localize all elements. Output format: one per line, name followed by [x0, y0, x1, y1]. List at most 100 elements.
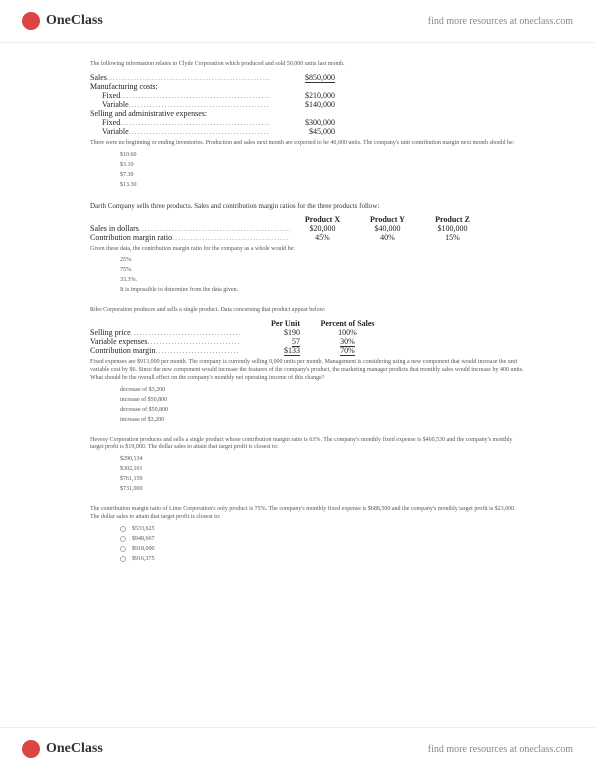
option-label: $3.10 — [120, 162, 134, 168]
q2-h2: Product Y — [355, 215, 420, 224]
q2-note: Given these data, the contribution margi… — [90, 246, 525, 254]
q2-options: 25%. 75%. 33.3%. It is impossible to determ… — [120, 257, 525, 293]
footer-logo: OneClass — [22, 740, 103, 758]
option[interactable]: $13.30 — [120, 182, 525, 188]
option[interactable]: 75%. — [120, 267, 525, 273]
row-label: Manufacturing costs: — [90, 82, 270, 91]
q3-r1-u: $190 — [240, 328, 300, 337]
table-row: Variable$45,000 — [90, 127, 525, 136]
option[interactable]: increase of $3,200 — [120, 417, 525, 423]
q2-desc: Darth Company sells three products. Sale… — [90, 202, 525, 211]
question-4: Hevesy Corporation produces and sells a … — [90, 437, 525, 493]
q1-options: $10.60 $3.10 $7.30 $13.30 — [120, 152, 525, 188]
q3-h0 — [90, 319, 240, 328]
option-label: $7.30 — [120, 172, 134, 178]
option[interactable]: $916,375 — [120, 556, 525, 562]
q1-note: There were no beginning or ending invent… — [90, 140, 525, 148]
option[interactable]: $948,667 — [120, 536, 525, 542]
q4-options: $290,134 $302,101 $761,159 $731,000 — [120, 456, 525, 492]
table-row: Variable$140,000 — [90, 100, 525, 109]
option-label: $916,375 — [132, 556, 155, 562]
q3-note: Fixed expenses are $913,000 per month. T… — [90, 359, 525, 382]
option-label: $10.60 — [120, 152, 137, 158]
q4-desc: Hevesy Corporation produces and sells a … — [90, 437, 525, 453]
q2-r1-z: $100,000 — [420, 224, 485, 233]
row-value: $45,000 — [270, 127, 335, 136]
page-content: The following information relates to Cly… — [0, 43, 595, 636]
q3-table: Per Unit Percent of Sales Selling price … — [90, 319, 525, 355]
q3-r3-u: $133 — [240, 346, 300, 355]
option[interactable]: $302,101 — [120, 466, 525, 472]
q2-r1-label: Sales in dollars — [90, 224, 290, 233]
q3-h2: Percent of Sales — [300, 319, 395, 328]
option[interactable]: $761,159 — [120, 476, 525, 482]
q3-r2-p: 30% — [300, 337, 395, 346]
radio-icon — [120, 556, 126, 562]
question-3: Ribo Corporation produces and sells a si… — [90, 307, 525, 422]
row-value: $850,000 — [270, 73, 335, 82]
option[interactable]: $7.30 — [120, 172, 525, 178]
option-label: decrease of $50,800 — [120, 407, 168, 413]
row-label: Selling and administrative expenses: — [90, 109, 270, 118]
q3-h1: Per Unit — [240, 319, 300, 328]
option[interactable]: decrease of $3,200 — [120, 387, 525, 393]
footer: OneClass find more resources at oneclass… — [0, 727, 595, 770]
logo: OneClass — [22, 12, 103, 30]
q2-table: Product X Product Y Product Z Sales in d… — [90, 215, 525, 242]
option[interactable]: $533,625 — [120, 526, 525, 532]
option[interactable]: $10.60 — [120, 152, 525, 158]
q3-desc: Ribo Corporation produces and sells a si… — [90, 307, 525, 315]
option[interactable]: $918,000 — [120, 546, 525, 552]
question-1: The following information relates to Cly… — [90, 61, 525, 188]
row-label: Variable — [90, 127, 270, 136]
option[interactable]: $731,000 — [120, 486, 525, 492]
q3-options: decrease of $3,200 increase of $50,800 dec… — [120, 387, 525, 423]
row-label: Sales — [90, 73, 270, 82]
q2-r1-x: $20,000 — [290, 224, 355, 233]
q3-r2-u: 57 — [240, 337, 300, 346]
table-row: Fixed$300,000 — [90, 118, 525, 127]
option[interactable]: $290,134 — [120, 456, 525, 462]
q3-r1-p: 100% — [300, 328, 395, 337]
logo-icon — [22, 12, 40, 30]
option-label: 25%. — [120, 257, 133, 263]
option[interactable]: decrease of $50,800 — [120, 407, 525, 413]
option-label: 33.3%. — [120, 277, 137, 283]
option[interactable]: It is impossible to determine from the d… — [120, 287, 525, 293]
q3-r1-label: Selling price — [90, 328, 240, 337]
option-label: $13.30 — [120, 182, 137, 188]
q1-table: Sales$850,000Manufacturing costs:Fixed$2… — [90, 73, 525, 136]
q3-r3-p: 70% — [300, 346, 395, 355]
q2-h0 — [90, 215, 290, 224]
option-label: $761,159 — [120, 476, 143, 482]
brand-name: OneClass — [46, 13, 103, 29]
option-label: It is impossible to determine from the d… — [120, 287, 238, 293]
option[interactable]: $3.10 — [120, 162, 525, 168]
option[interactable]: 25%. — [120, 257, 525, 263]
radio-icon — [120, 526, 126, 532]
row-label: Fixed — [90, 118, 270, 127]
table-row: Manufacturing costs: — [90, 82, 525, 91]
table-row: Sales$850,000 — [90, 73, 525, 82]
table-row: Selling and administrative expenses: — [90, 109, 525, 118]
option-label: $731,000 — [120, 486, 143, 492]
footer-tagline: find more resources at oneclass.com — [428, 744, 573, 755]
q3-r2-label: Variable expenses — [90, 337, 240, 346]
row-value — [270, 109, 335, 118]
question-2: Darth Company sells three products. Sale… — [90, 202, 525, 294]
option-label: $302,101 — [120, 466, 143, 472]
header: OneClass find more resources at oneclass… — [0, 0, 595, 43]
option[interactable]: 33.3%. — [120, 277, 525, 283]
q2-h3: Product Z — [420, 215, 485, 224]
q2-r1-y: $40,000 — [355, 224, 420, 233]
option-label: $533,625 — [132, 526, 155, 532]
row-value — [270, 82, 335, 91]
option[interactable]: increase of $50,800 — [120, 397, 525, 403]
q2-r2-label: Contribution margin ratio — [90, 233, 290, 242]
q5-options: $533,625 $948,667 $918,000 $916,375 — [120, 526, 525, 562]
row-label: Variable — [90, 100, 270, 109]
option-label: $948,667 — [132, 536, 155, 542]
option-label: increase of $50,800 — [120, 397, 167, 403]
option-label: $918,000 — [132, 546, 155, 552]
row-value: $140,000 — [270, 100, 335, 109]
